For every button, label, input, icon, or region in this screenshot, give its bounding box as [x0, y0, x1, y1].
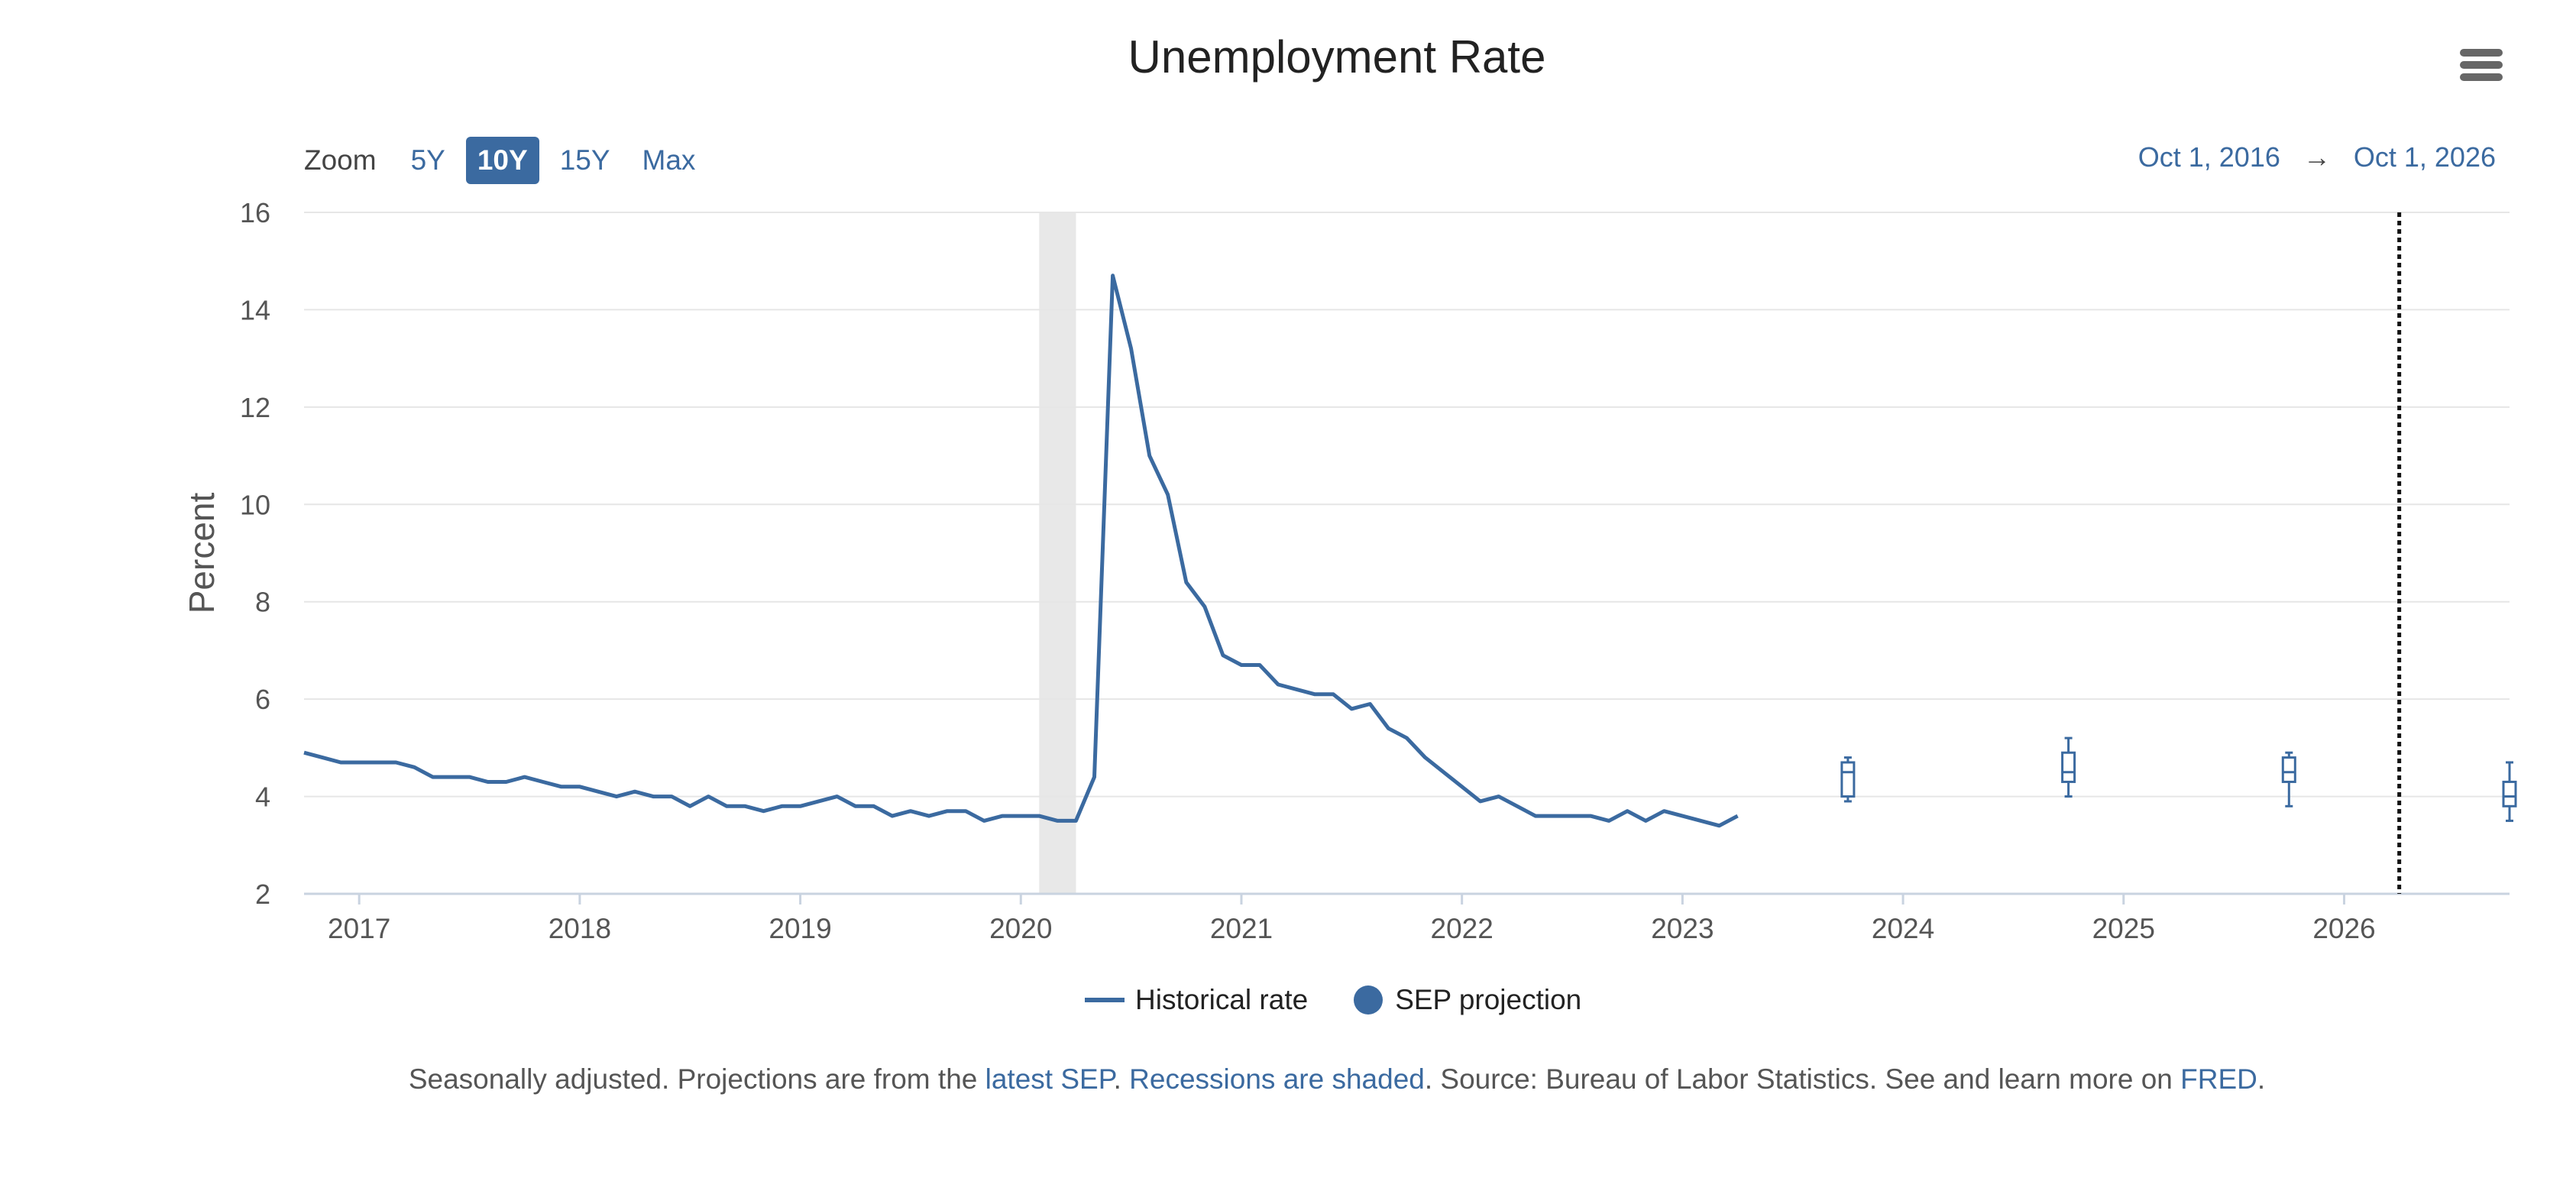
x-tick-label: 2019 [769, 913, 831, 944]
y-tick-label: 14 [240, 294, 270, 325]
line-swatch-icon [1085, 998, 1125, 1002]
projection-box [2502, 780, 2517, 807]
x-tick-label: 2022 [1431, 913, 1493, 944]
latest-sep-link[interactable]: latest SEP [985, 1063, 1114, 1095]
footnote-text-1: Seasonally adjusted. Projections are fro… [408, 1063, 985, 1095]
legend-projection[interactable]: SEP projection [1354, 984, 1581, 1016]
chart-title: Unemployment Rate [1128, 31, 1546, 83]
y-tick-label: 2 [255, 879, 270, 910]
historical-rate-line [303, 273, 1739, 828]
dot-swatch-icon [1354, 985, 1383, 1015]
legend-historical-label: Historical rate [1135, 984, 1309, 1015]
x-tick-label: 2025 [2092, 913, 2155, 944]
recessions-link[interactable]: Recessions are shaded [1129, 1063, 1425, 1095]
fred-link[interactable]: FRED [2180, 1063, 2257, 1095]
legend-projection-label: SEP projection [1395, 984, 1582, 1015]
chart-menu-icon[interactable] [2460, 49, 2503, 86]
range-start-input[interactable]: Oct 1, 2016 [2137, 141, 2280, 173]
y-tick-label: 6 [255, 684, 270, 715]
y-tick-label: 4 [255, 782, 270, 813]
x-tick-label: 2023 [1651, 913, 1714, 944]
x-tick-label: 2024 [1872, 913, 1934, 944]
x-tick-label: 2018 [549, 913, 611, 944]
recession-shade [1039, 212, 1076, 894]
legend-historical[interactable]: Historical rate [1085, 984, 1308, 1016]
y-axis-label: Percent [182, 493, 222, 614]
zoom-controls: Zoom 5Y 10Y 15Y Max [304, 136, 716, 185]
y-tick-label: 12 [240, 392, 270, 423]
projection-box [2061, 751, 2076, 783]
x-tick-label: 2020 [989, 913, 1052, 944]
y-tick-label: 16 [240, 197, 270, 228]
zoom-5y-button[interactable]: 5Y [410, 144, 445, 176]
range-end-input[interactable]: Oct 1, 2026 [2353, 141, 2496, 173]
projection-box [2281, 756, 2296, 783]
zoom-label: Zoom [304, 144, 377, 176]
date-range: Oct 1, 2016 → Oct 1, 2026 [2138, 141, 2496, 173]
x-tick-label: 2026 [2312, 913, 2375, 944]
footnote-text-4: . [2257, 1063, 2266, 1095]
zoom-10y-button[interactable]: 10Y [465, 137, 539, 184]
range-arrow-icon: → [2303, 141, 2331, 173]
y-tick-label: 8 [255, 587, 270, 618]
footnote-text-3: . Source: Bureau of Labor Statistics. Se… [1424, 1063, 2181, 1095]
projection-box [1840, 761, 1856, 798]
zoom-max-button[interactable]: Max [642, 144, 696, 176]
chart-legend: Historical rate SEP projection [1085, 984, 1627, 1016]
footnote: Seasonally adjusted. Projections are fro… [0, 1063, 2576, 1095]
x-tick-label: 2017 [328, 913, 390, 944]
x-tick-label: 2021 [1210, 913, 1273, 944]
y-tick-label: 10 [240, 489, 270, 520]
zoom-15y-button[interactable]: 15Y [559, 144, 610, 176]
footnote-text-2: . [1113, 1063, 1130, 1095]
